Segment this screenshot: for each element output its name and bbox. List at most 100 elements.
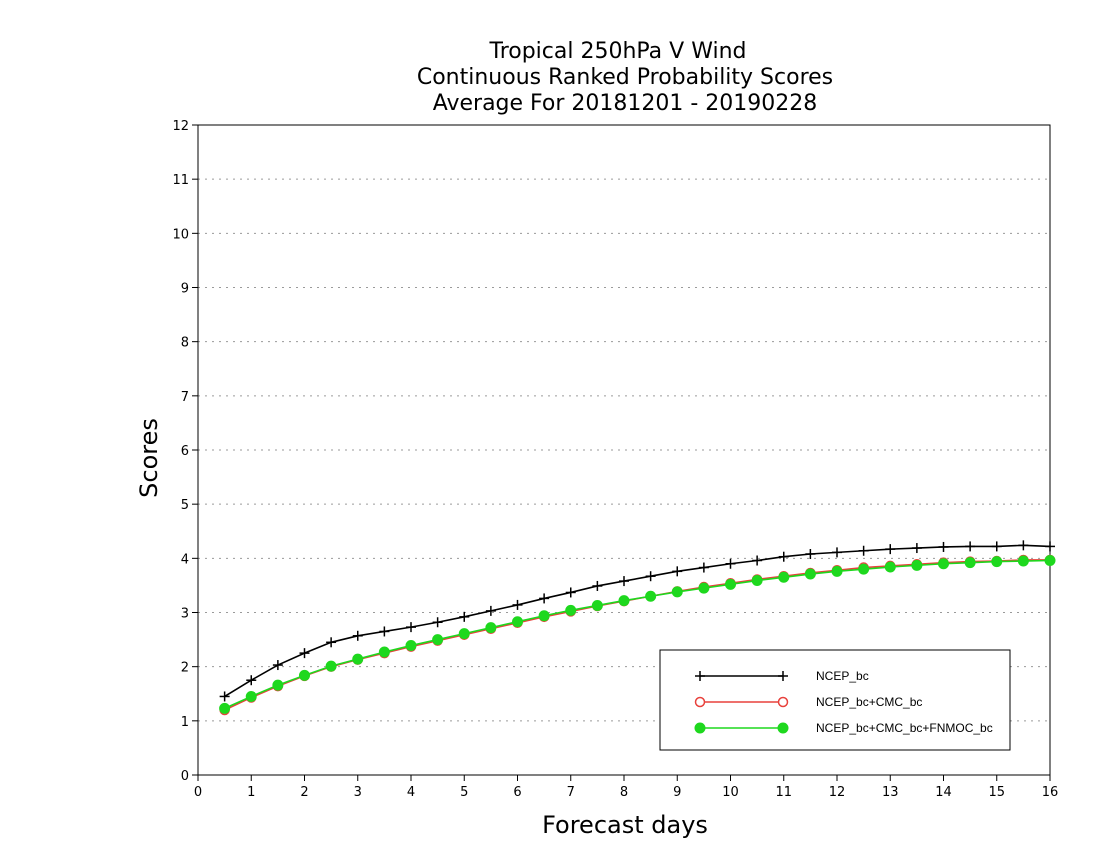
data-point — [964, 557, 976, 569]
data-point — [858, 545, 869, 556]
data-point — [246, 675, 257, 686]
data-point — [831, 565, 843, 577]
chart-title: Tropical 250hPa V Wind Continuous Ranked… — [417, 39, 833, 116]
data-point — [911, 543, 922, 554]
legend-entry: NCEP_bc — [695, 669, 869, 683]
data-point — [832, 547, 842, 558]
data-point — [671, 586, 683, 598]
data-point — [379, 626, 390, 637]
y-tick-label: 7 — [181, 390, 189, 405]
legend-entry: NCEP_bc+CMC_bc+FNMOC_bc — [694, 721, 993, 735]
y-tick-label: 6 — [181, 444, 189, 459]
data-point — [432, 617, 443, 628]
data-point — [325, 660, 337, 672]
data-point — [778, 551, 789, 562]
x-tick-label: 4 — [407, 785, 415, 800]
data-point — [512, 599, 523, 610]
data-point — [352, 653, 364, 665]
data-point — [885, 544, 896, 555]
data-point — [219, 691, 230, 702]
y-tick-label: 12 — [172, 119, 189, 134]
title-line-2: Continuous Ranked Probability Scores — [417, 65, 833, 90]
data-point — [485, 622, 497, 634]
data-point — [938, 541, 949, 552]
data-point — [299, 669, 310, 681]
data-point — [1044, 555, 1056, 566]
y-tick-label: 5 — [181, 498, 189, 513]
data-point — [991, 556, 1003, 568]
x-tick-label: 1 — [247, 785, 255, 800]
data-point — [405, 640, 417, 652]
data-series — [219, 540, 1056, 716]
data-point — [752, 555, 763, 566]
data-point — [991, 541, 1002, 552]
x-tick-label: 8 — [620, 785, 628, 800]
x-tick-label: 7 — [567, 785, 575, 800]
data-point — [805, 549, 816, 559]
title-line-1: Tropical 250hPa V Wind — [488, 39, 746, 64]
series-0 — [219, 540, 1055, 702]
y-tick-label: 8 — [181, 336, 189, 351]
y-tick-label: 3 — [181, 607, 189, 622]
legend-label: NCEP_bc — [816, 669, 869, 683]
x-tick-label: 12 — [829, 785, 846, 800]
legend-marker — [777, 722, 789, 734]
legend-marker — [695, 671, 705, 681]
x-tick-label: 10 — [722, 785, 739, 800]
data-point — [245, 690, 257, 702]
legend-marker — [777, 696, 789, 708]
series-2 — [219, 555, 1056, 714]
data-point — [485, 605, 496, 616]
x-tick-label: 11 — [775, 785, 792, 800]
data-point — [619, 576, 629, 587]
y-tick-label: 11 — [172, 173, 189, 188]
data-point — [938, 558, 949, 570]
data-point — [512, 616, 523, 628]
data-point — [538, 610, 550, 622]
data-point — [858, 563, 870, 575]
data-point — [804, 568, 816, 580]
legend-box — [659, 649, 1011, 751]
legend-marker — [694, 722, 706, 734]
legend-marker — [694, 696, 706, 708]
data-point — [565, 604, 577, 616]
legend: NCEP_bc NCEP_bc+CMC_bc NCEP_bc+CMC_bc+FNMO… — [659, 649, 1011, 751]
y-axis-label: Scores — [135, 418, 163, 498]
x-tick-label: 6 — [513, 785, 521, 800]
y-tick-label: 10 — [172, 227, 189, 242]
data-point — [432, 634, 444, 646]
data-point — [1017, 555, 1029, 567]
data-point — [406, 622, 416, 633]
data-point — [965, 541, 976, 552]
data-point — [458, 628, 470, 640]
data-point — [778, 571, 790, 583]
legend-marker — [778, 671, 788, 681]
x-tick-label: 16 — [1042, 785, 1059, 800]
data-point — [645, 571, 656, 582]
data-point — [725, 578, 736, 590]
data-point — [219, 702, 231, 714]
x-tick-label: 2 — [300, 785, 308, 800]
data-point — [884, 561, 896, 573]
y-tick-label: 9 — [181, 282, 189, 297]
x-tick-label: 13 — [882, 785, 899, 800]
data-point — [1045, 541, 1055, 552]
data-point — [565, 587, 576, 598]
title-line-3: Average For 20181201 - 20190228 — [433, 91, 818, 116]
data-point — [698, 562, 709, 573]
data-point — [326, 637, 337, 648]
legend-entry: NCEP_bc+CMC_bc — [694, 695, 922, 709]
x-tick-label: 14 — [935, 785, 952, 800]
y-tick-label: 4 — [181, 552, 189, 567]
data-point — [645, 590, 657, 602]
data-point — [591, 599, 603, 611]
data-point — [592, 580, 603, 591]
data-point — [539, 593, 550, 604]
y-tick-label: 1 — [181, 715, 189, 730]
data-point — [272, 660, 283, 671]
data-point — [911, 559, 923, 571]
x-tick-label: 9 — [673, 785, 681, 800]
data-point — [1018, 540, 1029, 551]
